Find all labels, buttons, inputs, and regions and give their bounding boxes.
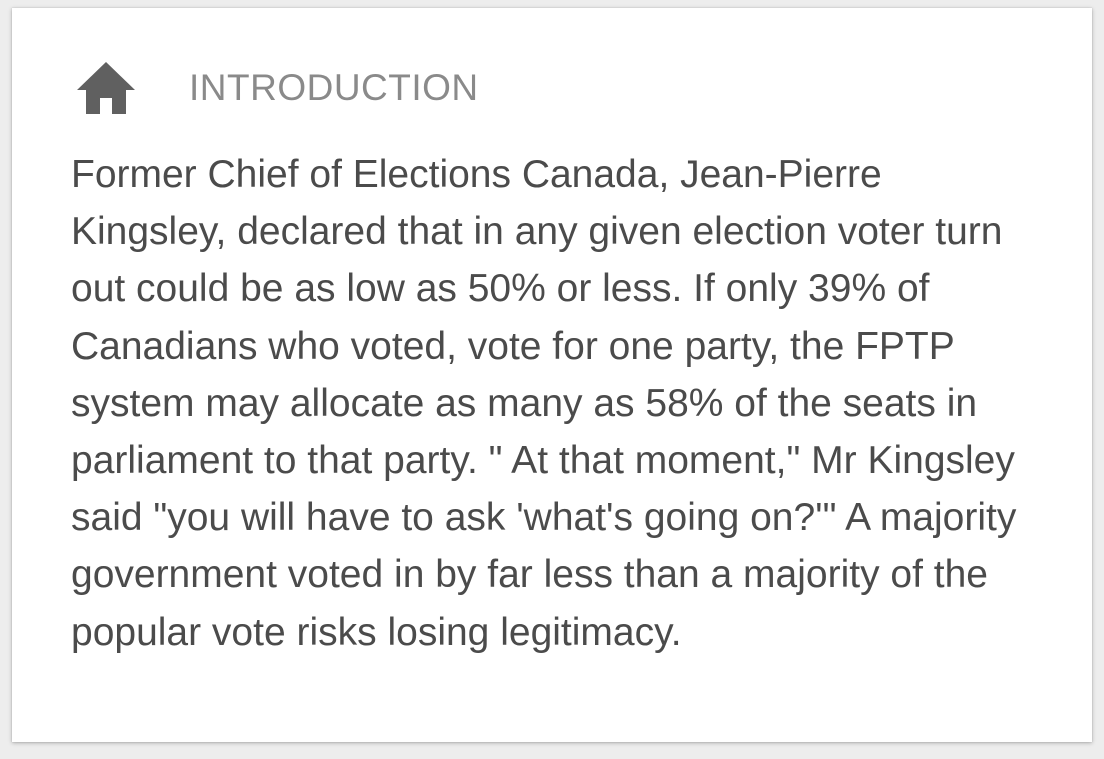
intro-paragraph: Former Chief of Elections Canada, Jean-P… <box>71 153 1017 654</box>
content-card: INTRODUCTION Former Chief of Elections C… <box>12 8 1092 742</box>
home-icon[interactable] <box>75 60 137 116</box>
section-title: INTRODUCTION <box>189 67 479 108</box>
section-header: INTRODUCTION <box>75 60 479 116</box>
